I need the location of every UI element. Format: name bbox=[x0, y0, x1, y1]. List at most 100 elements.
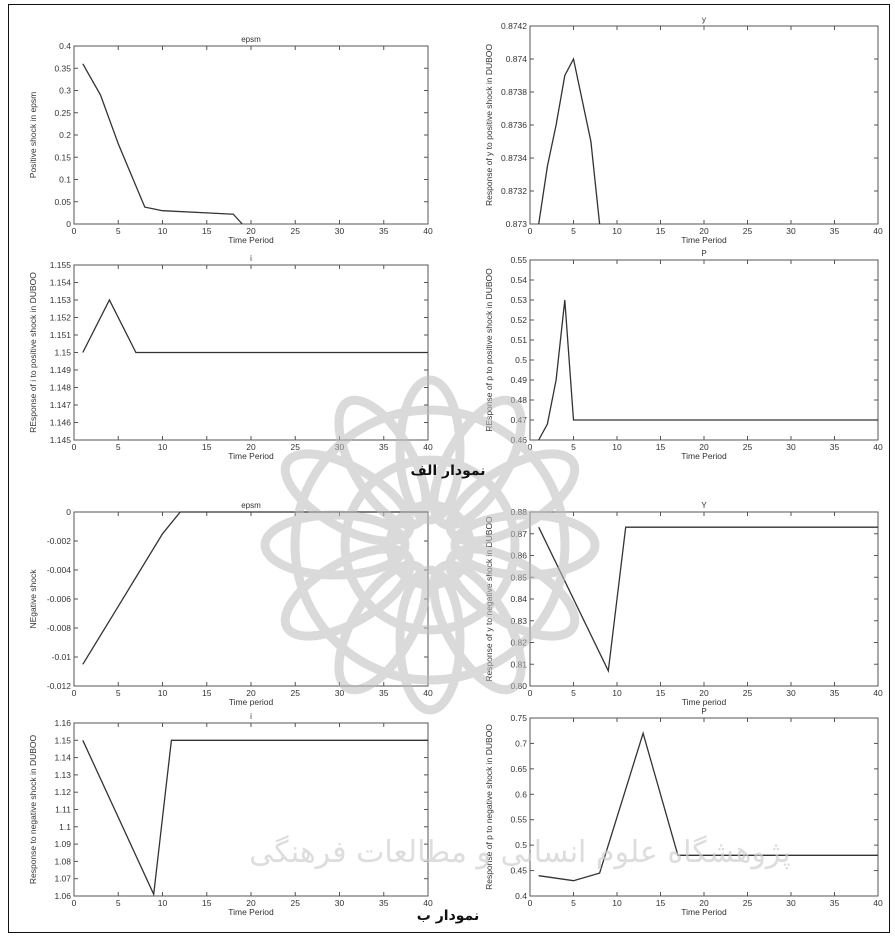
x-tick-label: 40 bbox=[873, 898, 883, 908]
x-tick-label: 5 bbox=[571, 442, 576, 452]
y-tick-label: 0.8738 bbox=[501, 87, 527, 97]
y-tick-label: 0.3 bbox=[59, 86, 71, 96]
x-tick-label: 10 bbox=[612, 442, 622, 452]
x-axis-label: Time Period bbox=[681, 235, 727, 245]
y-tick-label: 0.8736 bbox=[501, 120, 527, 130]
y-axis-label: Positive shock in epsm bbox=[28, 92, 38, 178]
x-tick-label: 5 bbox=[571, 226, 576, 236]
x-tick-label: 5 bbox=[116, 226, 121, 236]
series-line bbox=[538, 731, 878, 882]
chart-title: Y bbox=[701, 501, 707, 510]
x-tick-label: 5 bbox=[116, 898, 121, 908]
x-tick-label: 20 bbox=[699, 898, 709, 908]
x-tick-label: 0 bbox=[528, 898, 533, 908]
chart-title: P bbox=[701, 707, 706, 716]
y-tick-label: 1.149 bbox=[50, 365, 72, 375]
chart-8: 0 5 10 15 20 25 30 35 40 0.4 0.45 0.5 0.55 0.6 0.65 0.7… bbox=[484, 707, 883, 917]
x-tick-label: 15 bbox=[202, 898, 212, 908]
x-tick-label: 20 bbox=[246, 442, 256, 452]
x-tick-label: 40 bbox=[873, 442, 883, 452]
y-tick-label: 0.35 bbox=[54, 63, 71, 73]
chart-2: 0 5 10 15 20 25 30 35 40 0.873 0.8732 0.8734 0.8736 0… bbox=[484, 15, 883, 245]
y-tick-label: -0.006 bbox=[47, 594, 71, 604]
y-tick-label: 0.8732 bbox=[501, 186, 527, 196]
x-tick-label: 35 bbox=[379, 226, 389, 236]
x-tick-label: 25 bbox=[743, 688, 753, 698]
y-tick-label: 0.53 bbox=[510, 295, 527, 305]
x-tick-label: 20 bbox=[699, 226, 709, 236]
y-axis-label: NEgative shock bbox=[28, 569, 38, 629]
x-tick-label: 30 bbox=[786, 226, 796, 236]
x-tick-label: 10 bbox=[158, 898, 168, 908]
plot-area bbox=[73, 722, 429, 897]
x-tick-label: 35 bbox=[830, 226, 840, 236]
x-tick-label: 40 bbox=[873, 226, 883, 236]
x-axis-label: Time Period bbox=[228, 235, 274, 245]
x-tick-label: 10 bbox=[612, 226, 622, 236]
x-tick-label: 25 bbox=[743, 442, 753, 452]
y-tick-label: 1.11 bbox=[55, 805, 71, 815]
y-tick-label: 0.51 bbox=[510, 335, 527, 345]
chart-title: i bbox=[250, 712, 252, 721]
y-tick-label: 1.152 bbox=[50, 313, 72, 323]
x-tick-label: 0 bbox=[72, 442, 77, 452]
x-axis-label: Time Period bbox=[681, 907, 727, 917]
x-tick-label: 10 bbox=[158, 688, 168, 698]
x-tick-label: 35 bbox=[379, 898, 389, 908]
y-axis-label: Response of y to positive shock in DUBOO bbox=[484, 44, 494, 206]
x-axis-label: Time Period bbox=[228, 907, 274, 917]
chart-title: epsm bbox=[241, 35, 261, 44]
y-tick-label: 0.2 bbox=[59, 130, 71, 140]
plot-area bbox=[529, 717, 879, 897]
x-tick-label: 35 bbox=[830, 898, 840, 908]
x-tick-label: 15 bbox=[202, 226, 212, 236]
x-tick-label: 30 bbox=[786, 898, 796, 908]
y-tick-label: 0.5 bbox=[515, 840, 527, 850]
x-tick-label: 15 bbox=[202, 442, 212, 452]
series-line bbox=[82, 63, 243, 225]
y-axis-label: REsponse of i to positive shock in DUBOO bbox=[28, 272, 38, 433]
y-tick-label: 1.15 bbox=[54, 348, 71, 358]
y-tick-label: 1.148 bbox=[50, 383, 72, 393]
x-tick-label: 5 bbox=[116, 442, 121, 452]
y-tick-label: 1.14 bbox=[54, 753, 71, 763]
x-tick-label: 15 bbox=[656, 442, 666, 452]
x-tick-label: 10 bbox=[158, 226, 168, 236]
x-tick-label: 40 bbox=[423, 898, 433, 908]
y-tick-label: 0.4 bbox=[59, 41, 71, 51]
x-tick-label: 20 bbox=[246, 688, 256, 698]
y-tick-label: 1.07 bbox=[54, 874, 71, 884]
figure-frame bbox=[8, 4, 890, 933]
x-tick-label: 0 bbox=[528, 688, 533, 698]
x-tick-label: 0 bbox=[72, 898, 77, 908]
x-tick-label: 35 bbox=[830, 442, 840, 452]
y-tick-label: -0.004 bbox=[47, 565, 71, 575]
x-tick-label: 15 bbox=[202, 688, 212, 698]
y-tick-label: 0.1 bbox=[59, 175, 71, 185]
y-tick-label: 1.151 bbox=[50, 330, 72, 340]
y-tick-label: 1.155 bbox=[50, 260, 72, 270]
chart-title: epsm bbox=[241, 501, 261, 510]
chart-4: 0 5 10 15 20 25 30 35 400.460.470.480.490.50.510… bbox=[484, 249, 883, 461]
y-tick-label: 0.873 bbox=[506, 219, 528, 229]
x-tick-label: 20 bbox=[246, 226, 256, 236]
x-tick-label: 15 bbox=[656, 226, 666, 236]
x-axis-label: Time Period bbox=[228, 451, 274, 461]
series-line bbox=[538, 57, 601, 225]
y-tick-label: 1.146 bbox=[50, 418, 72, 428]
x-tick-label: 5 bbox=[116, 688, 121, 698]
y-axis-label: Response to negative shock in DUBOO bbox=[28, 734, 38, 884]
y-tick-label: 0.52 bbox=[510, 315, 527, 325]
y-tick-label: 0.05 bbox=[54, 197, 71, 207]
caption-group-b: نمودار ب bbox=[417, 908, 479, 924]
y-tick-label: 0.5 bbox=[515, 355, 527, 365]
x-tick-label: 10 bbox=[158, 442, 168, 452]
series-line bbox=[82, 739, 428, 897]
y-tick-label: 0.65 bbox=[510, 764, 527, 774]
x-tick-label: 5 bbox=[571, 688, 576, 698]
y-tick-label: 0.75 bbox=[510, 713, 527, 723]
y-tick-label: 0.4 bbox=[515, 891, 527, 901]
x-tick-label: 0 bbox=[72, 688, 77, 698]
y-tick-label: 1.06 bbox=[54, 891, 71, 901]
y-axis-label: Response of p to negative shock in DUBOO bbox=[484, 724, 494, 890]
